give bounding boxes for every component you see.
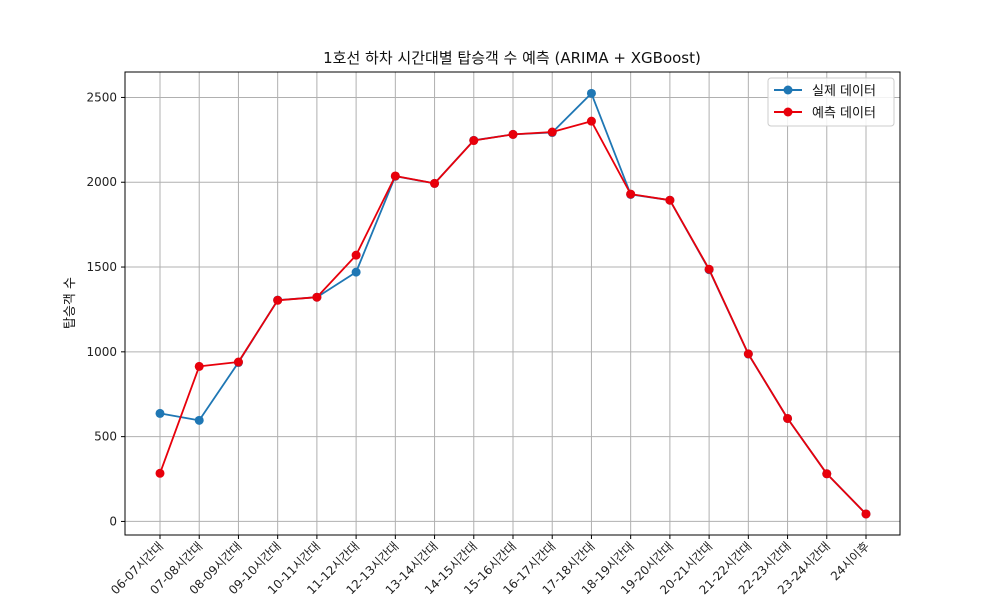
series-1-point — [430, 178, 440, 188]
series-1-point — [508, 129, 518, 139]
y-axis: 0 500 1000 1500 2000 2500 — [86, 90, 125, 528]
series-1-point — [861, 509, 871, 519]
y-tick-label: 500 — [94, 430, 117, 444]
y-tick-label: 0 — [109, 514, 117, 528]
series-1-point — [626, 189, 636, 199]
series-1-point — [547, 127, 557, 137]
legend-label-actual: 실제 데이터 — [812, 84, 876, 99]
series-1-point — [586, 116, 596, 126]
y-tick-label: 1000 — [86, 345, 117, 359]
series-1-point — [312, 292, 322, 302]
series-1-point — [743, 349, 753, 359]
legend-marker-predicted — [783, 107, 793, 117]
legend: 실제 데이터 예측 데이터 — [767, 77, 895, 127]
y-tick-label: 2500 — [86, 90, 117, 104]
chart-title: 1호선 하차 시간대별 탑승객 수 예측 (ARIMA + XGBoost) — [323, 49, 701, 67]
series-1-point — [155, 468, 165, 478]
series-1-point — [665, 195, 675, 205]
series-0-point — [155, 408, 165, 418]
series-1-point — [704, 264, 714, 274]
series-1-point — [273, 295, 283, 305]
series-1-point — [194, 361, 204, 371]
series-1-point — [351, 250, 361, 260]
series-group — [155, 88, 871, 519]
legend-label-predicted: 예측 데이터 — [812, 106, 876, 121]
y-tick-label: 1500 — [86, 260, 117, 274]
series-0-point — [351, 267, 361, 277]
series-0-point — [586, 88, 596, 98]
series-1-point — [783, 413, 793, 423]
series-0-point — [194, 415, 204, 425]
legend-marker-actual — [783, 85, 793, 95]
series-1-point — [822, 469, 832, 479]
y-axis-label: 탑승객 수 — [63, 277, 78, 329]
y-tick-label: 2000 — [86, 175, 117, 189]
series-1-point — [469, 136, 479, 146]
series-1-point — [233, 357, 243, 367]
series-1-point — [390, 171, 400, 181]
